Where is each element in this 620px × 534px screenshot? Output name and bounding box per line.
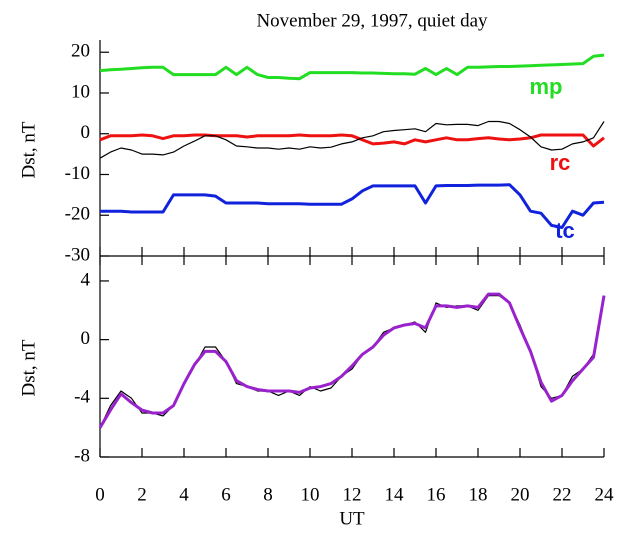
x-tick-label: 18 (469, 484, 488, 505)
x-tick-label: 14 (385, 484, 405, 505)
series-line (100, 183, 605, 229)
x-tick-label: 16 (427, 484, 446, 505)
y-tick-label: 20 (71, 41, 90, 62)
y-tick-label: -30 (65, 244, 90, 265)
series-label: mp (530, 74, 563, 99)
x-tick-label: 10 (301, 484, 320, 505)
series-line (99, 53, 605, 81)
series-line (98, 292, 606, 429)
y-tick-label: 10 (71, 81, 90, 102)
series-line (99, 133, 605, 148)
x-axis-label: UT (339, 508, 365, 529)
x-tick-label: 4 (179, 484, 189, 505)
x-tick-label: 22 (553, 484, 572, 505)
x-tick-label: 6 (221, 484, 231, 505)
y-axis-label: Dst, nT (18, 121, 39, 178)
y-tick-label: 0 (81, 122, 91, 143)
y-tick-label: -8 (74, 445, 90, 466)
x-tick-label: 24 (595, 484, 615, 505)
x-tick-label: 8 (263, 484, 273, 505)
series-label: rc (550, 150, 571, 175)
y-tick-label: -20 (65, 204, 90, 225)
series-label: tc (555, 218, 575, 243)
x-tick-label: 20 (511, 484, 530, 505)
x-tick-label: 0 (95, 484, 105, 505)
y-tick-label: 4 (81, 269, 91, 290)
y-axis-label: Dst, nT (18, 339, 39, 396)
x-tick-label: 12 (343, 484, 362, 505)
series-line (99, 295, 605, 428)
y-tick-label: -10 (65, 163, 90, 184)
y-tick-label: 0 (81, 328, 91, 349)
chart-title: November 29, 1997, quiet day (256, 10, 488, 31)
y-tick-label: -4 (74, 387, 90, 408)
series-line (99, 120, 605, 159)
x-tick-label: 2 (137, 484, 147, 505)
